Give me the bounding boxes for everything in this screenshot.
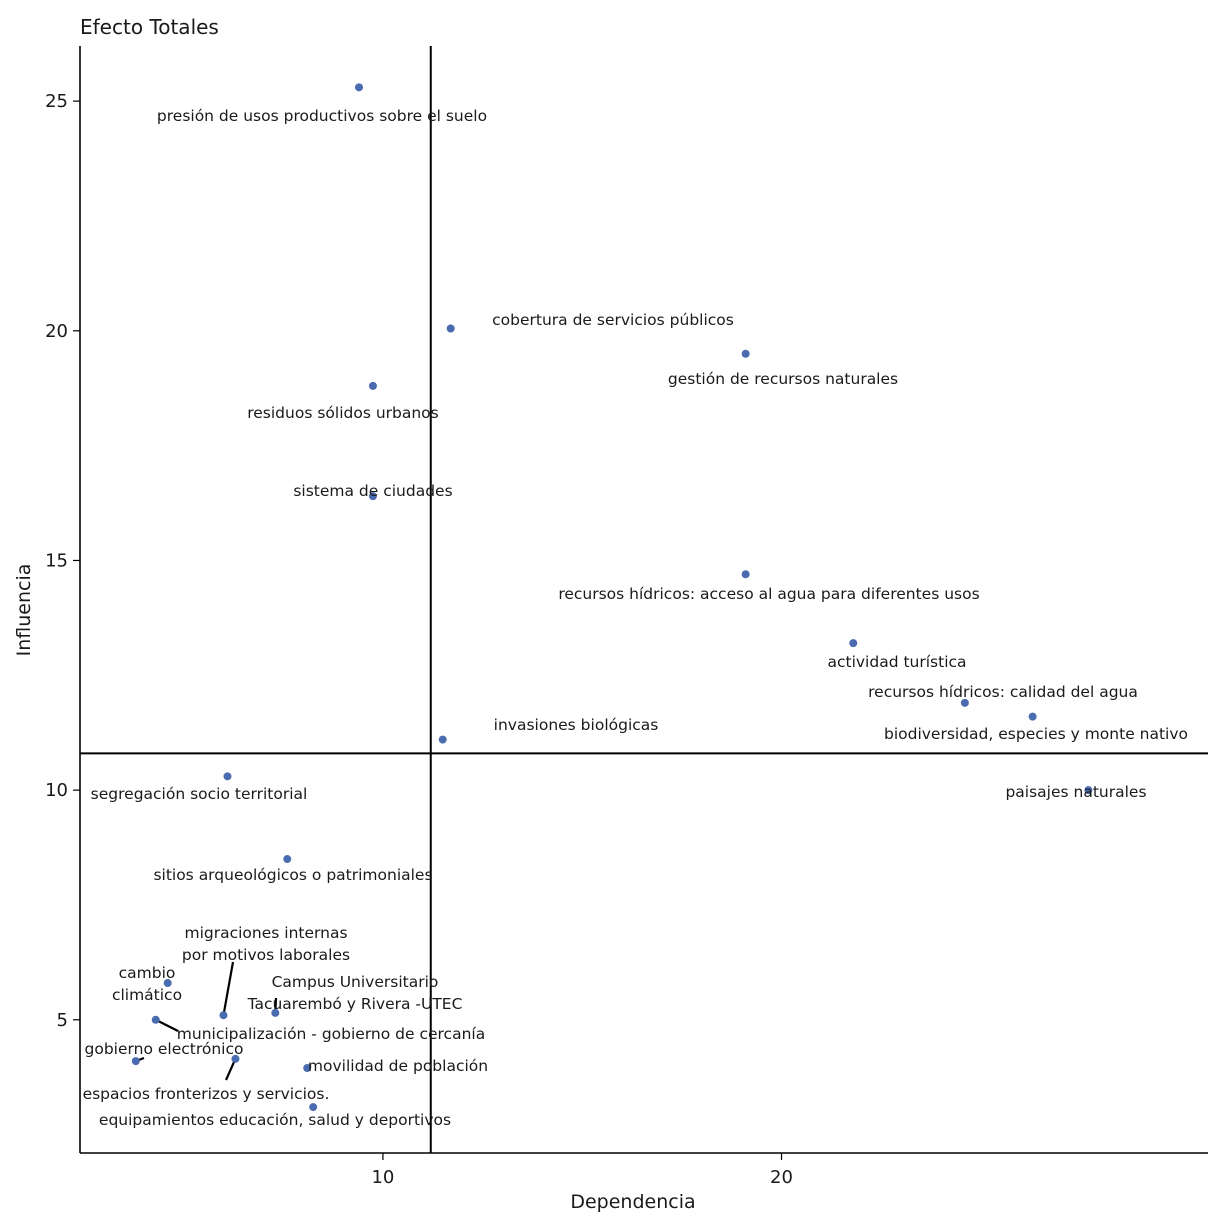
chart-title: Efecto Totales xyxy=(80,15,219,39)
point-label: invasiones biológicas xyxy=(494,716,659,734)
point-label: Campus Universitario Tacuarembó y Rivera … xyxy=(247,973,463,1013)
data-point xyxy=(151,1015,160,1024)
data-point xyxy=(309,1103,318,1112)
point-label-line: por motivos laborales xyxy=(182,946,350,964)
data-point xyxy=(446,324,455,333)
y-tick-label: 25 xyxy=(45,91,68,112)
data-point xyxy=(355,83,364,92)
data-point xyxy=(1028,712,1037,721)
data-point xyxy=(223,772,232,781)
data-point xyxy=(219,1011,228,1020)
data-point xyxy=(163,979,172,988)
data-point xyxy=(1084,786,1093,795)
data-point xyxy=(231,1054,240,1063)
point-label: sitios arqueológicos o patrimoniales xyxy=(153,866,432,884)
y-tick-label: 15 xyxy=(45,550,68,571)
point-label: presión de usos productivos sobre el sue… xyxy=(157,107,487,125)
y-tick-label: 5 xyxy=(57,1010,68,1031)
point-label: espacios fronterizos y servicios. xyxy=(83,1085,330,1103)
point-label: migraciones internas por motivos laborale… xyxy=(182,924,350,964)
point-label: segregación socio territorial xyxy=(91,785,308,803)
y-tick-label: 10 xyxy=(45,780,68,801)
point-label: actividad turística xyxy=(827,653,966,671)
x-tick-label: 20 xyxy=(770,1167,793,1188)
data-point xyxy=(368,492,377,501)
point-label: sistema de ciudades xyxy=(293,482,452,500)
point-label: movilidad de población xyxy=(308,1057,488,1075)
point-label: recursos hídricos: calidad del agua xyxy=(868,683,1138,701)
point-label: gestión de recursos naturales xyxy=(668,370,898,388)
data-point xyxy=(303,1064,312,1073)
point-label-line: Campus Universitario xyxy=(272,973,439,991)
point-label-line: climático xyxy=(112,986,182,1004)
point-label: municipalización - gobierno de cercanía xyxy=(177,1025,485,1043)
data-point xyxy=(438,735,447,744)
data-point xyxy=(960,698,969,707)
data-point xyxy=(368,381,377,390)
data-point xyxy=(131,1057,140,1066)
x-tick-label: 10 xyxy=(371,1167,394,1188)
label-leader-line xyxy=(222,961,235,1016)
label-leader-line xyxy=(155,1018,179,1032)
point-label: cobertura de servicios públicos xyxy=(492,311,734,329)
point-label-line: Tacuarembó y Rivera -UTEC xyxy=(247,995,463,1013)
point-label-line: migraciones internas xyxy=(184,924,347,942)
point-label: recursos hídricos: acceso al agua para d… xyxy=(558,585,979,603)
point-label: equipamientos educación, salud y deporti… xyxy=(99,1111,451,1129)
point-label-line: cambio xyxy=(119,964,176,982)
y-tick-label: 20 xyxy=(45,321,68,342)
data-point xyxy=(741,349,750,358)
y-axis-title: Influencia xyxy=(13,564,35,657)
data-point xyxy=(283,855,292,864)
plot-area: 10 20 5 10 15 20 25 presión de usos productivos… xyxy=(45,46,1208,1188)
point-label: gobierno electrónico xyxy=(85,1040,244,1058)
point-label: residuos sólidos urbanos xyxy=(247,404,439,422)
data-point xyxy=(271,1008,280,1017)
x-axis-title: Dependencia xyxy=(570,1191,695,1213)
point-label: paisajes naturales xyxy=(1005,783,1146,801)
point-label: biodiversidad, especies y monte nativo xyxy=(884,725,1188,743)
data-point xyxy=(849,639,858,648)
point-label: cambio climático xyxy=(112,964,182,1004)
data-point xyxy=(741,570,750,579)
